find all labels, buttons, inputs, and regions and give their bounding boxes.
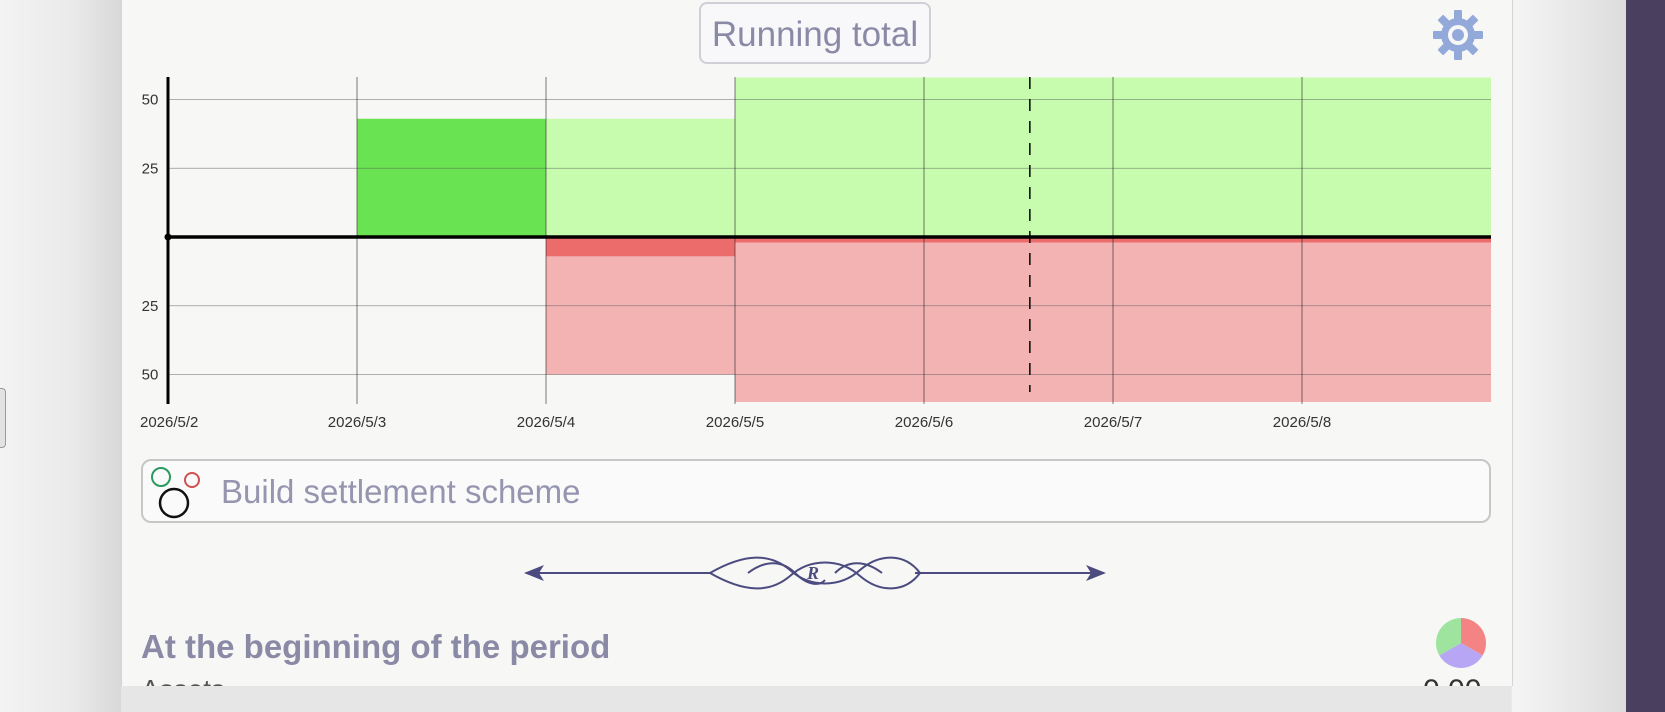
y-tick-label-down-50: 50 [142, 367, 159, 384]
x-tick-label-5: 2026/5/7 [1084, 414, 1142, 431]
bar-income-light-0 [546, 118, 735, 237]
y-tick-label-down-25: 25 [142, 298, 159, 315]
pie-chart-icon[interactable] [1435, 617, 1487, 669]
circles-icon [151, 467, 200, 519]
build-settlement-label: Build settlement scheme [221, 473, 581, 510]
right-edge-bar [1626, 0, 1665, 712]
y-tick-label-up-50: 50 [142, 92, 159, 109]
build-settlement-button[interactable]: Build settlement scheme [141, 459, 1491, 523]
assets-label: Assets [141, 674, 225, 686]
x-tick-label-6: 2026/5/8 [1273, 414, 1331, 431]
arrow-left-icon [524, 565, 544, 581]
running-total-chart: 50 25 25 50 2026/5/2 2026/5/3 2026/5/4 2026/5/5… [140, 77, 1491, 431]
bar-income-strong-0 [357, 118, 546, 237]
gear-icon[interactable] [1432, 9, 1484, 61]
side-handle[interactable] [0, 388, 6, 448]
right-shadow [1512, 0, 1626, 712]
left-shadow [0, 0, 121, 712]
period-title: At the beginning of the period [141, 628, 611, 665]
page-bottom [121, 686, 1511, 712]
date-range-slider[interactable]: R [520, 548, 1110, 598]
x-tick-label-4: 2026/5/6 [895, 414, 953, 431]
x-tick-label-3: 2026/5/5 [706, 414, 764, 431]
bar-expense-strong-0 [546, 237, 735, 257]
x-tick-label-0: 2026/5/2 [140, 414, 198, 431]
running-total-button[interactable]: Running total [699, 2, 931, 64]
assets-value: 0.00 [1423, 674, 1481, 686]
x-tick-label-2: 2026/5/4 [517, 414, 575, 431]
y-tick-label-up-25: 25 [142, 160, 159, 177]
arrow-right-icon [1086, 565, 1106, 581]
ornament-letter: R [806, 563, 819, 583]
x-tick-label-1: 2026/5/3 [328, 414, 386, 431]
axis-origin-dot [164, 233, 172, 241]
